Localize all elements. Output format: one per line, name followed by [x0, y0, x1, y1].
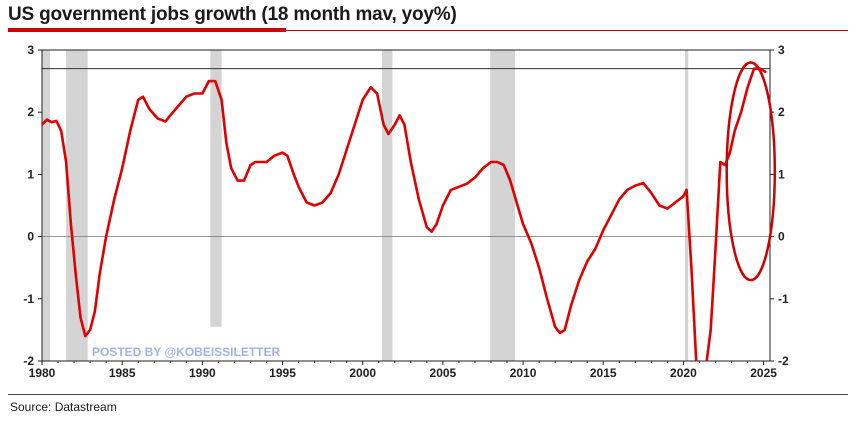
recession-bar — [66, 50, 88, 361]
recession-bar — [490, 50, 516, 361]
x-tick-label: 2025 — [750, 366, 777, 380]
y-tick-label-right: 3 — [778, 43, 785, 57]
x-tick-label: 1995 — [269, 366, 296, 380]
watermark-text: POSTED BY @KOBEISSILETTER — [92, 345, 281, 359]
x-tick-label: 2000 — [349, 366, 376, 380]
title-rule — [8, 30, 848, 31]
y-tick-label-left: 1 — [27, 167, 34, 181]
y-tick-label-right: 0 — [778, 230, 785, 244]
x-tick-label: 1990 — [189, 366, 216, 380]
x-tick-label: 1980 — [29, 366, 56, 380]
y-tick-label-right: 1 — [778, 167, 785, 181]
y-tick-label-left: 0 — [27, 230, 34, 244]
recession-bar — [210, 50, 222, 327]
source-note: Source: Datastream — [10, 400, 117, 414]
y-tick-label-left: -2 — [23, 354, 34, 368]
y-tick-label-left: 2 — [27, 105, 34, 119]
x-tick-label: 2005 — [430, 366, 457, 380]
x-tick-label: 2015 — [590, 366, 617, 380]
line-chart: -2 -2 -1 -1 0 0 1 1 2 2 3 3 1980 1985 1990 1995 2000 2005… — [23, 43, 789, 380]
recession-bar — [381, 50, 393, 361]
y-tick-label-left: -1 — [23, 292, 34, 306]
y-tick-label-right: -2 — [778, 354, 789, 368]
title-accent-bar — [8, 28, 286, 32]
plot-frame — [41, 49, 771, 362]
recession-bar — [42, 50, 51, 361]
x-tick-label: 2020 — [670, 366, 697, 380]
y-tick-label-left: 3 — [27, 43, 34, 57]
x-tick-label: 1985 — [109, 366, 136, 380]
chart-title: US government jobs growth (18 month mav,… — [8, 4, 457, 25]
highlight-ellipse — [725, 61, 777, 282]
y-tick-label-right: 2 — [778, 105, 785, 119]
series-line — [42, 67, 767, 361]
x-tick-label: 2010 — [510, 366, 537, 380]
y-tick-label-right: -1 — [778, 292, 789, 306]
source-rule — [8, 394, 848, 395]
